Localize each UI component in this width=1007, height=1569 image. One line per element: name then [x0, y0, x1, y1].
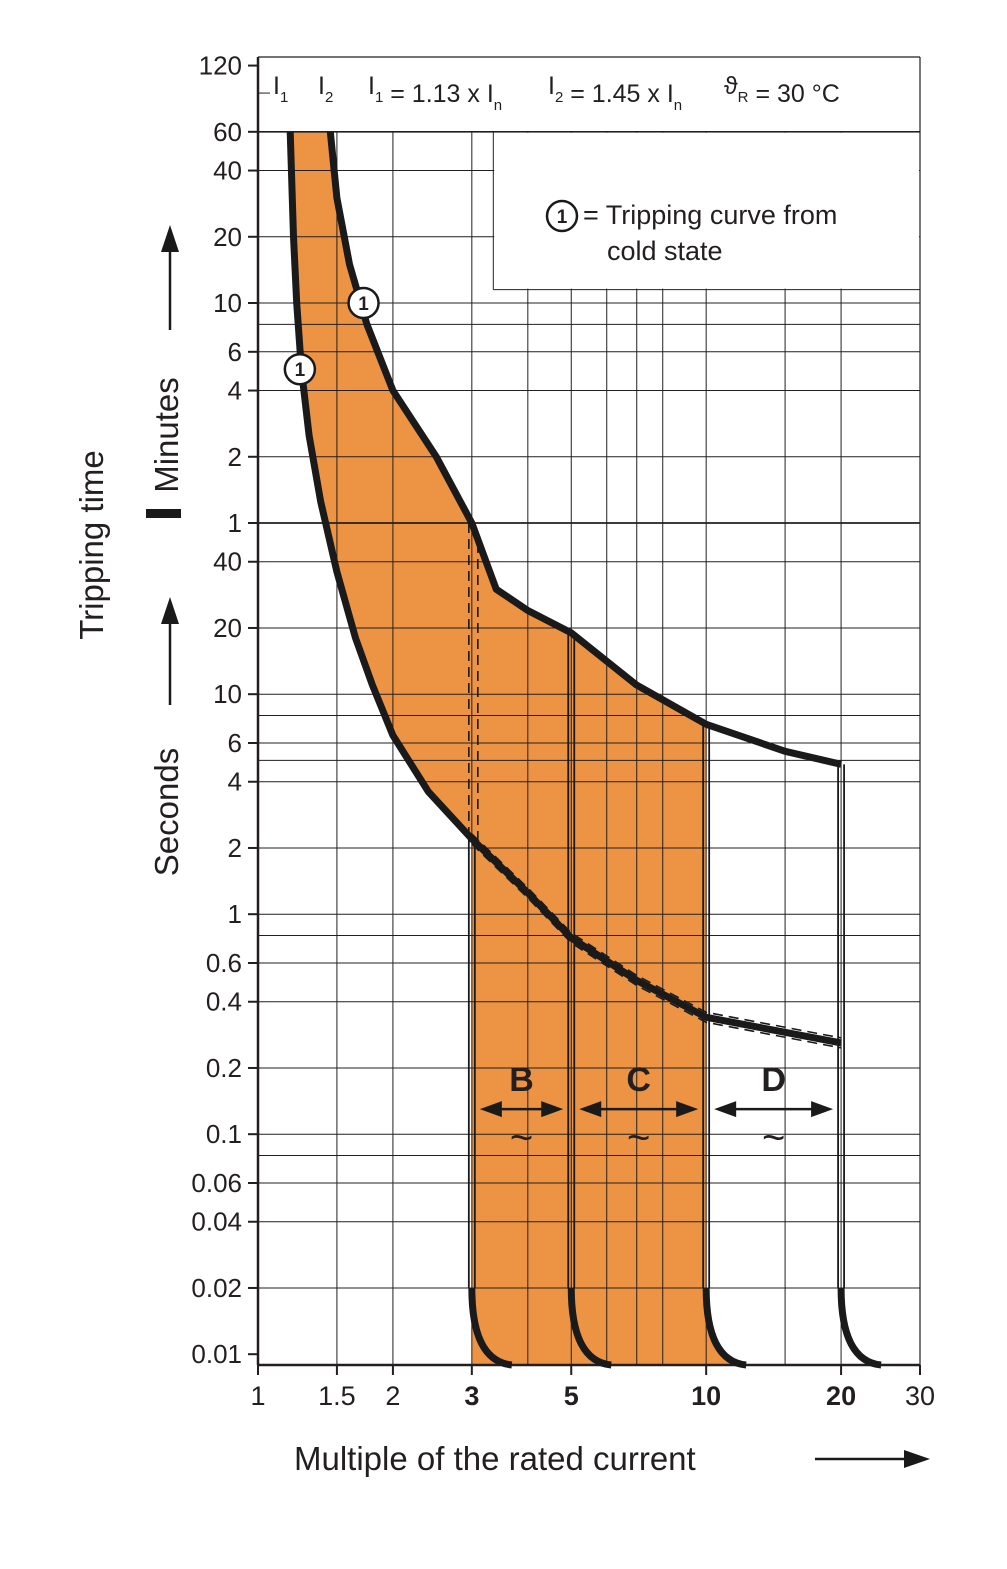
fill-overload-band: [290, 131, 472, 839]
band-tilde-D: ~: [762, 1116, 785, 1160]
y-label-sec-0.04: 0.04: [191, 1207, 242, 1237]
y-label-sec-0.6: 0.6: [206, 948, 242, 978]
curve-i1: [286, 131, 842, 1047]
y-unit-seconds: Seconds: [148, 748, 185, 876]
cold-marker-circle-2: [347, 286, 380, 320]
band-label-C: C: [626, 1061, 651, 1099]
dashed-curve-lower: [471, 843, 842, 1049]
y-label-min-4: 4: [228, 376, 242, 406]
y-label-min-60: 60: [213, 117, 242, 147]
trip-tail-5: [567, 1287, 612, 1369]
text-layer: B~C~D~12060402010642140201064210.60.40.2…: [73, 51, 935, 1477]
y-label-min-10: 10: [213, 288, 242, 318]
band-arrow-right-C: [676, 1101, 699, 1118]
y-label-sec-0.06: 0.06: [191, 1168, 242, 1198]
grid-layer: [248, 56, 921, 1375]
y-label-min-6: 6: [228, 337, 242, 367]
y-label-sec-0.4: 0.4: [206, 987, 242, 1017]
y-label-min-40: 40: [213, 156, 242, 186]
trip-tail-3: [468, 1287, 513, 1369]
dashed-curve-upper: [471, 833, 842, 1039]
band-arrow-right-D: [811, 1101, 834, 1118]
legend-marker-circle: [545, 199, 579, 233]
y-unit-separator: [146, 509, 181, 518]
legend-marker-label: 1: [557, 207, 568, 228]
y-label-sec-1: 1: [228, 899, 242, 929]
band-tilde-B: ~: [510, 1116, 533, 1160]
legend-text-2: cold state: [607, 236, 723, 266]
band-label-D: D: [761, 1061, 786, 1099]
trip-tail-20: [837, 1287, 882, 1369]
cold-marker-circle-1: [283, 352, 317, 386]
band-arrow-right-B: [541, 1101, 564, 1118]
trip-tail-10: [702, 1287, 747, 1369]
y-label-min-2: 2: [228, 442, 242, 472]
y-label-min-1: 1: [228, 508, 242, 538]
band-arrow-left-B: [479, 1101, 502, 1118]
cold-marker-label-2: 1: [358, 294, 369, 315]
legend-text-1: = Tripping curve from: [583, 200, 837, 230]
x-label-30: 30: [905, 1381, 935, 1411]
header-i1: I1: [273, 72, 288, 106]
band-tilde-C: ~: [627, 1116, 650, 1160]
y-label-sec-10: 10: [213, 679, 242, 709]
y-arrow-sec-head: [161, 597, 179, 624]
x-label-2: 2: [385, 1381, 400, 1411]
y-label-sec-0.01: 0.01: [191, 1339, 242, 1369]
header-eq2: I2 = 1.45 x In: [548, 72, 682, 114]
y-unit-minutes: Minutes: [148, 377, 185, 493]
fill-layer: [290, 131, 749, 1365]
header-eq1: I1 = 1.13 x In: [368, 72, 502, 114]
y-label-sec-4: 4: [228, 767, 242, 797]
y-label-sec-0.1: 0.1: [206, 1119, 242, 1149]
curve-layer: 11: [283, 131, 882, 1369]
y-label-sec-20: 20: [213, 613, 242, 643]
fill-zone-b-c: [471, 523, 749, 1365]
cold-marker-label-1: 1: [295, 360, 306, 381]
header-theta: ϑR = 30 °C: [724, 72, 840, 108]
x-axis-arrow-head: [904, 1450, 930, 1468]
y-label-sec-6: 6: [228, 728, 242, 758]
y-axis-title: Tripping time: [73, 450, 110, 640]
y-label-sec-2: 2: [228, 833, 242, 863]
curve-i2: [326, 131, 842, 768]
y-label-sec-0.2: 0.2: [206, 1053, 242, 1083]
x-label-1.5: 1.5: [318, 1381, 356, 1411]
x-label-10: 10: [691, 1381, 721, 1411]
x-label-3: 3: [464, 1381, 479, 1411]
x-label-20: 20: [826, 1381, 856, 1411]
band-label-B: B: [509, 1061, 534, 1099]
band-arrow-left-D: [714, 1101, 737, 1118]
y-label-min-120: 120: [199, 51, 242, 81]
x-axis-title: Multiple of the rated current: [294, 1440, 696, 1477]
y-label-min-20: 20: [213, 222, 242, 252]
band-arrow-left-C: [579, 1101, 602, 1118]
y-arrow-min-head: [161, 225, 179, 252]
y-label-sec-0.02: 0.02: [191, 1273, 242, 1303]
x-label-1: 1: [250, 1381, 265, 1411]
x-label-5: 5: [564, 1381, 579, 1411]
header-i2: I2: [318, 72, 333, 106]
y-label-sec-40: 40: [213, 547, 242, 577]
